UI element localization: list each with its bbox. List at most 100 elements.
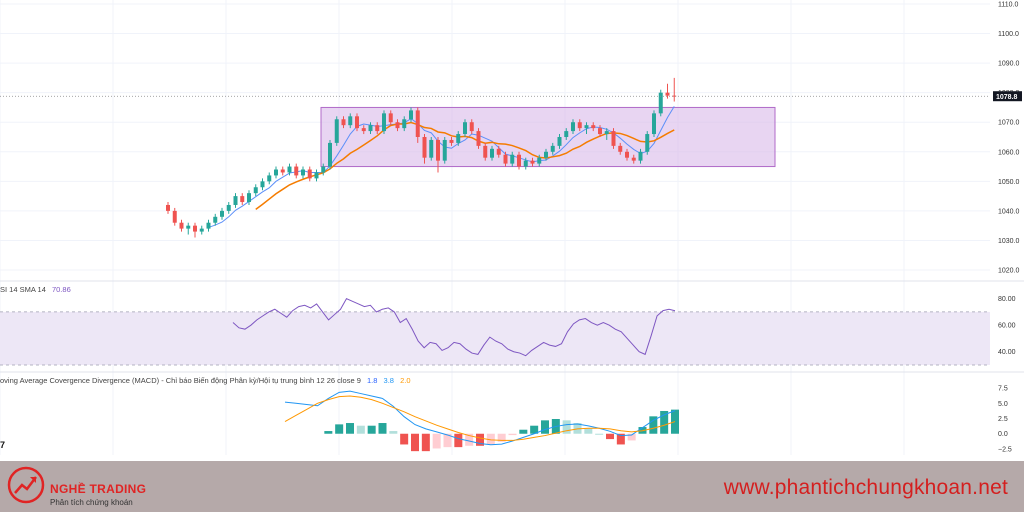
macd-histogram-bar	[616, 433, 625, 445]
rsi-line	[232, 297, 676, 357]
candle-body	[523, 160, 528, 167]
macd-legend-label: oving Average Covergence Divergence (MAC…	[0, 376, 361, 385]
footer-banner	[0, 461, 1024, 512]
candle-body	[172, 210, 177, 223]
candle-body	[314, 172, 319, 179]
candle-body	[415, 110, 420, 137]
candle-body	[240, 196, 245, 203]
candle-body	[490, 148, 494, 158]
candle-body	[294, 166, 299, 176]
candle-body	[503, 154, 508, 164]
rsi-legend-value: 70.86	[51, 285, 71, 294]
candle-body	[544, 151, 548, 158]
price-tick-label: 1040.0	[998, 208, 1020, 215]
macd-histogram-bar	[346, 423, 354, 434]
macd-histogram-bar	[324, 431, 333, 434]
rsi-tick-label: 80.00	[998, 296, 1016, 303]
candle-body	[496, 148, 501, 155]
candle-body	[368, 125, 373, 132]
candle-body	[253, 187, 258, 194]
current-price-label: 1078.8	[996, 94, 1018, 101]
candle-body	[469, 122, 474, 132]
price-tick-label: 1020.0	[998, 268, 1020, 275]
macd-tick-label: 7.5	[998, 386, 1008, 393]
macd-histogram-bar	[476, 433, 484, 446]
macd-histogram-bar	[367, 425, 376, 434]
rsi-legend: SI 14 SMA 14 70.86	[0, 285, 71, 294]
candle-body	[625, 151, 629, 158]
candle-body	[483, 145, 488, 158]
range-box	[320, 106, 776, 168]
candle-body	[436, 139, 440, 161]
macd-value-2: 3.8	[383, 376, 394, 385]
macd-histogram-bar	[508, 433, 517, 436]
candle-body	[402, 119, 407, 129]
candle-body	[537, 157, 542, 164]
candle-body	[280, 169, 285, 173]
macd-value-1: 1.8	[367, 376, 378, 385]
brand-logo-icon	[7, 466, 45, 504]
macd-histogram-bar	[584, 428, 593, 434]
candle-body	[179, 222, 184, 229]
macd-histogram-bar	[541, 420, 549, 434]
candle-body	[334, 119, 339, 143]
candle-body	[233, 196, 238, 205]
candle-body	[361, 128, 366, 132]
current-price-badge	[993, 91, 1022, 102]
macd-histogram-bar	[519, 429, 528, 434]
candle-body	[355, 116, 359, 129]
price-tick-label: 1100.0	[998, 31, 1019, 38]
price-tick-label: 1090.0	[998, 61, 1020, 68]
macd-histogram-bar	[497, 433, 506, 442]
candle-body	[375, 125, 380, 132]
rsi-legend-label: SI 14 SMA 14	[0, 285, 46, 294]
candle-body	[638, 151, 643, 161]
macd-line	[284, 390, 676, 446]
candle-body	[220, 210, 224, 217]
rsi-tick-label: 40.00	[998, 349, 1016, 356]
candle-body	[517, 154, 521, 167]
candle-body	[530, 160, 535, 164]
macd-tick-label: 0.0	[998, 431, 1008, 438]
price-tick-label: 1110.0	[998, 2, 1018, 9]
macd-histogram-bar	[378, 423, 387, 434]
candle-body	[604, 131, 609, 135]
candle-body	[409, 110, 413, 120]
candle-body	[422, 137, 427, 158]
candle-body	[442, 139, 447, 161]
candle-body	[166, 204, 170, 211]
macd-histogram-bar	[356, 425, 365, 434]
website-url[interactable]: www.phantichchungkhoan.net	[723, 476, 1008, 499]
candle-body	[652, 113, 656, 135]
candle-body	[429, 139, 434, 158]
candle-body	[348, 116, 353, 126]
candle-body	[571, 122, 575, 132]
candle-body	[598, 128, 602, 135]
candle-body	[476, 131, 481, 146]
candle-body	[550, 145, 555, 152]
candle-body	[456, 134, 461, 143]
macd-histogram-bar	[454, 433, 463, 448]
macd-histogram-bar	[389, 431, 398, 434]
candle-body	[510, 154, 515, 164]
candle-body	[665, 92, 670, 96]
macd-histogram-bar	[562, 420, 571, 434]
candle-body	[564, 131, 569, 137]
macd-histogram-bar	[530, 425, 539, 434]
trading-chart[interactable]: 1110.01100.01090.01080.01070.01060.01050…	[0, 0, 1024, 461]
candle-body	[449, 139, 454, 143]
candle-body	[557, 137, 562, 146]
macd-legend: oving Average Covergence Divergence (MAC…	[0, 376, 411, 385]
macd-histogram-bar	[660, 410, 669, 434]
candle-body	[577, 122, 582, 129]
candle-body	[591, 125, 596, 129]
chart-area[interactable]: 1110.01100.01090.01080.01070.01060.01050…	[0, 0, 1024, 461]
candle-body	[287, 166, 292, 173]
candle-body	[301, 169, 305, 176]
candle-body	[631, 157, 636, 161]
candle-body	[388, 113, 393, 123]
candle-body	[213, 216, 218, 223]
price-tick-label: 1030.0	[998, 238, 1020, 245]
candle-body	[382, 113, 386, 132]
candle-body	[260, 181, 265, 188]
